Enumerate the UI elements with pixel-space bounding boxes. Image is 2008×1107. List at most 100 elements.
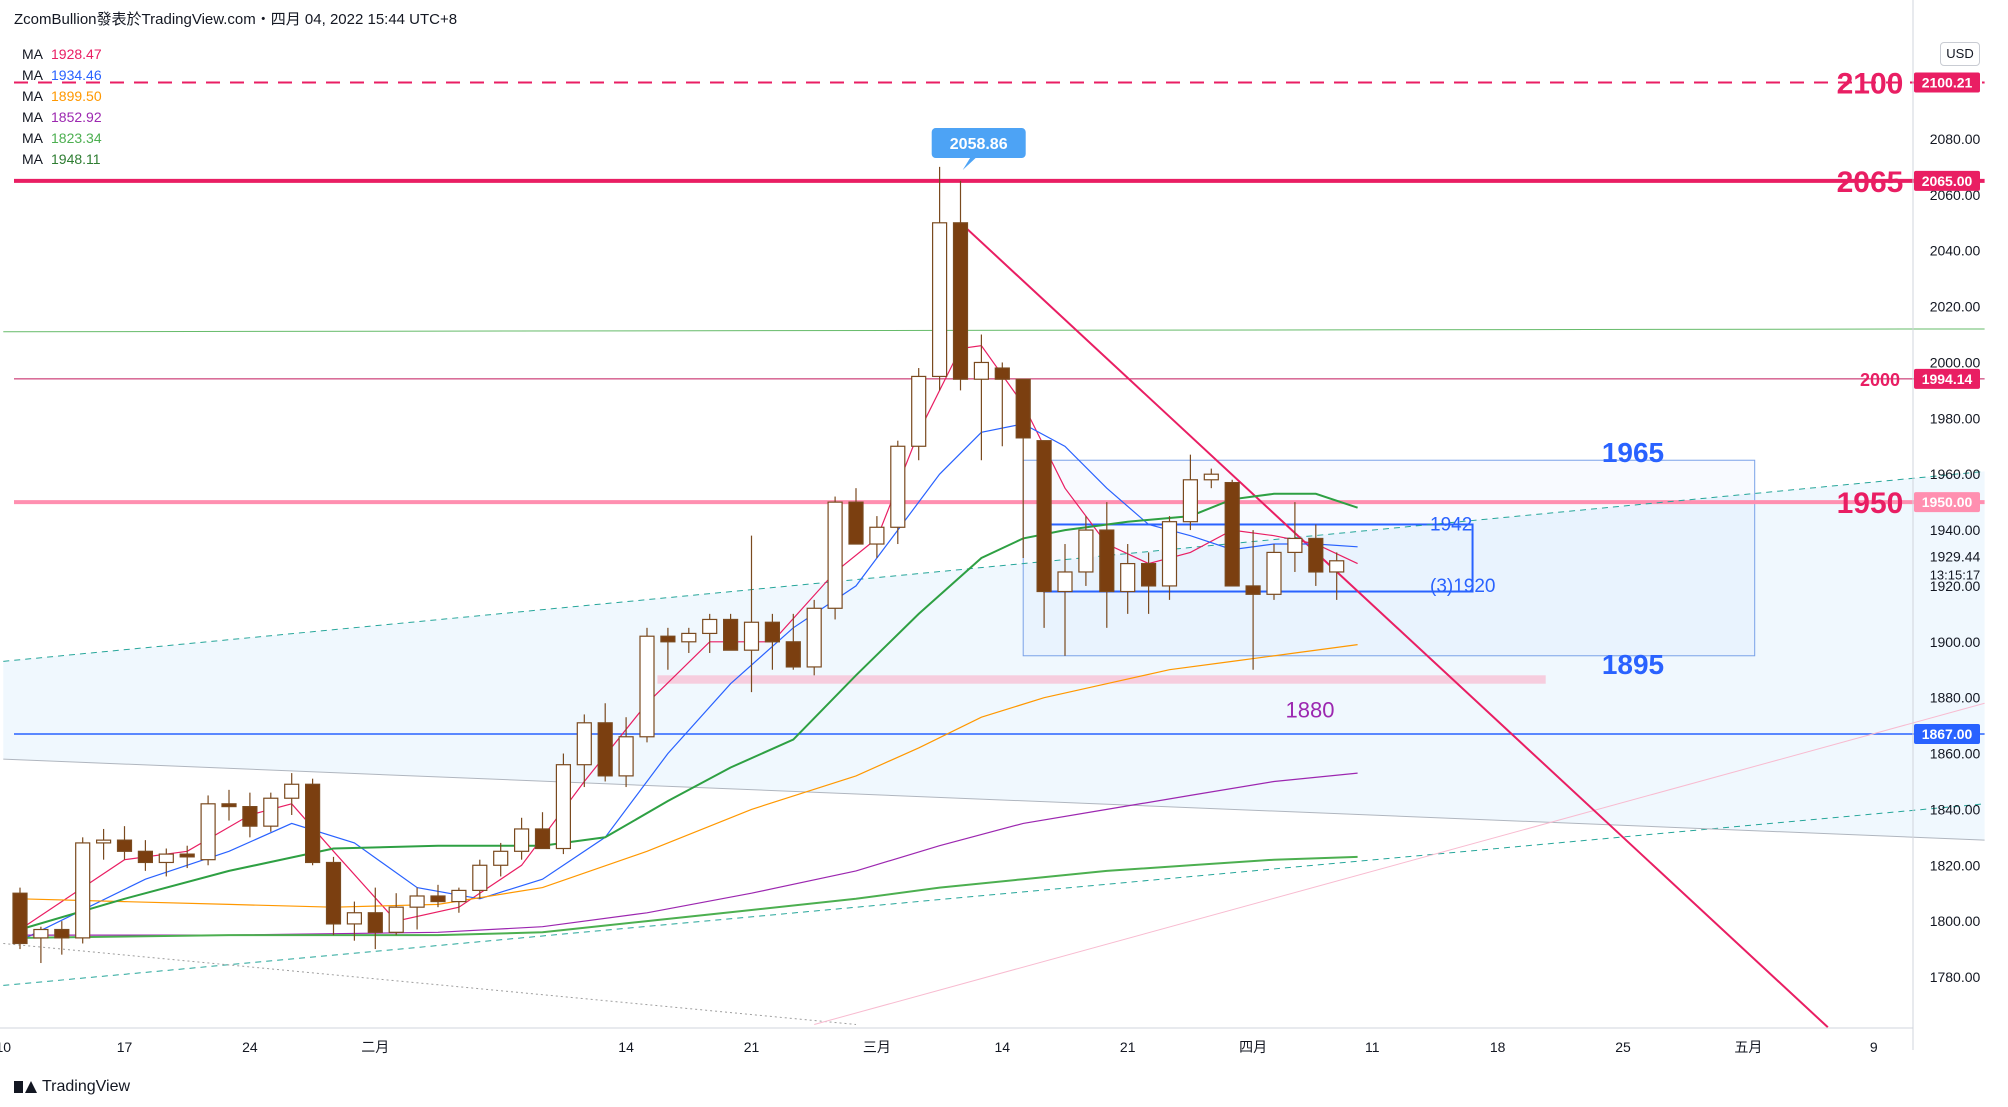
candle[interactable] (1015, 378, 1031, 558)
candle[interactable] (890, 440, 906, 545)
candle[interactable] (200, 795, 216, 866)
ma-line-2[interactable] (19, 423, 1358, 942)
candle[interactable] (660, 627, 676, 670)
candle[interactable] (681, 627, 697, 653)
ma-legend-row-3[interactable]: MA 1899.50 (22, 88, 102, 104)
candle[interactable] (555, 753, 572, 855)
candle[interactable] (1308, 524, 1324, 586)
level-label-1942[interactable]: 1942 (1430, 514, 1472, 535)
ma-legend-row-4[interactable]: MA 1852.92 (22, 109, 102, 125)
candle[interactable] (221, 789, 237, 821)
candle[interactable] (1078, 516, 1094, 586)
peak-callout[interactable] (931, 128, 1026, 159)
candle[interactable] (618, 717, 634, 788)
candle[interactable] (994, 362, 1010, 447)
candle[interactable] (116, 826, 133, 860)
candle[interactable] (1287, 502, 1303, 572)
level-label-2100[interactable]: 2100 (1837, 68, 1904, 101)
candle[interactable] (179, 845, 195, 869)
candle[interactable] (911, 368, 927, 461)
candle[interactable] (12, 887, 28, 950)
candle[interactable] (513, 817, 530, 860)
level-label-1895[interactable]: 1895 (1602, 649, 1664, 680)
level-label-2000[interactable]: 2000 (1860, 370, 1900, 390)
tradingview-brand[interactable]: TradingView (14, 1078, 130, 1096)
candle[interactable] (242, 792, 258, 838)
candle[interactable] (1245, 530, 1261, 670)
candle[interactable] (388, 893, 404, 936)
candle[interactable] (409, 887, 425, 930)
candle[interactable] (806, 599, 822, 676)
candle[interactable] (848, 488, 864, 545)
candle[interactable] (54, 921, 70, 955)
candle[interactable] (952, 180, 969, 391)
trend-line[interactable] (3, 328, 1985, 333)
price-axis-tag[interactable] (1914, 492, 1980, 513)
candle[interactable] (158, 848, 174, 877)
price-axis-tag[interactable] (1914, 170, 1980, 191)
candle[interactable] (1140, 552, 1157, 614)
candle[interactable] (743, 535, 760, 693)
candle[interactable] (33, 926, 49, 964)
candle[interactable] (346, 901, 362, 941)
ma-line-6[interactable] (19, 492, 1358, 931)
candle[interactable] (1329, 552, 1345, 600)
candle[interactable] (827, 496, 843, 620)
candle[interactable] (1120, 544, 1136, 614)
candle[interactable] (702, 613, 718, 653)
candle[interactable] (95, 828, 112, 860)
candle[interactable] (493, 842, 509, 877)
candle[interactable] (75, 837, 91, 944)
candle[interactable] (430, 884, 446, 908)
level-label-1965[interactable]: 1965 (1602, 437, 1664, 468)
candle[interactable] (1161, 516, 1178, 600)
price-axis-tag[interactable] (1914, 368, 1980, 389)
candle[interactable] (576, 714, 592, 788)
ma-line-3[interactable] (19, 644, 1358, 908)
candle[interactable] (472, 859, 488, 899)
trend-line[interactable] (3, 470, 1985, 662)
candle[interactable] (869, 516, 885, 558)
candle[interactable] (263, 792, 279, 832)
ma-line-5[interactable] (19, 855, 1358, 939)
candle[interactable] (1203, 468, 1219, 489)
candle[interactable] (1266, 544, 1282, 600)
candle[interactable] (1182, 454, 1199, 531)
candle[interactable] (1099, 502, 1115, 628)
candle[interactable] (597, 703, 613, 782)
candle[interactable] (137, 840, 153, 871)
candle[interactable] (325, 856, 342, 936)
candle[interactable] (764, 613, 781, 670)
candle[interactable] (639, 627, 655, 743)
level-label-1950[interactable]: 1950 (1837, 487, 1904, 520)
candle[interactable] (1224, 479, 1240, 587)
candle[interactable] (1036, 440, 1052, 628)
candle[interactable] (284, 773, 300, 815)
trend-line[interactable] (959, 222, 1829, 1029)
range-box-1965-1895[interactable] (1022, 459, 1756, 657)
candle[interactable] (367, 887, 383, 950)
candle[interactable] (722, 613, 739, 651)
candle[interactable] (973, 334, 990, 461)
trend-line[interactable] (3, 803, 1985, 986)
candle[interactable] (931, 166, 948, 391)
ma-line-4[interactable] (20, 772, 1358, 936)
candle[interactable] (785, 613, 801, 670)
ma-legend-row-5[interactable]: MA 1823.34 (22, 130, 102, 146)
trend-line[interactable] (3, 758, 1985, 841)
ma-legend-row-6[interactable]: MA 1948.11 (22, 151, 101, 167)
ma-legend-row-1[interactable]: MA 1928.47 (22, 46, 102, 62)
level-label-1880[interactable]: 1880 (1286, 698, 1335, 723)
trend-line[interactable] (814, 702, 1985, 1025)
ma-legend-row-2[interactable]: MA 1934.46 (22, 67, 102, 83)
candle[interactable] (451, 887, 467, 913)
currency-button[interactable]: USD (1940, 42, 1980, 66)
candle[interactable] (534, 812, 551, 850)
level-label-2065[interactable]: 2065 (1837, 166, 1904, 199)
trend-line[interactable] (3, 942, 857, 1025)
price-axis-tag[interactable] (1914, 72, 1980, 93)
level-label-31920[interactable]: (3)1920 (1430, 576, 1496, 597)
candle[interactable] (1057, 544, 1073, 656)
candle[interactable] (305, 778, 321, 866)
